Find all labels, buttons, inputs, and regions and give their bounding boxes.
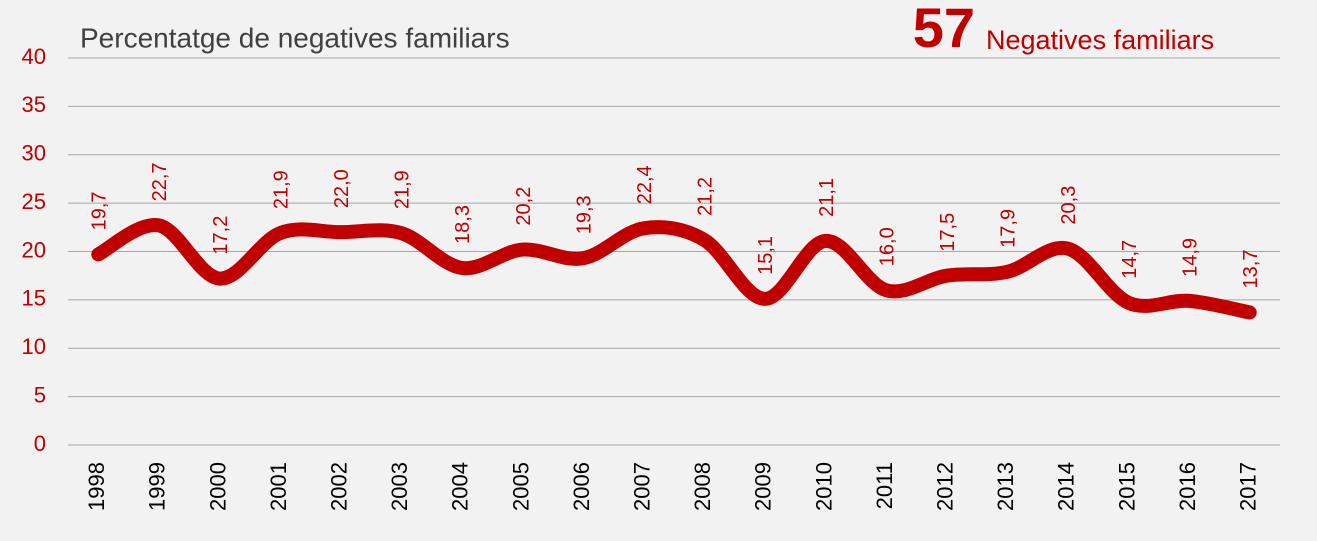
x-tick-label: 2017 [1236,462,1261,511]
x-tick-label: 2003 [387,462,412,511]
data-label: 14,7 [1119,240,1141,279]
x-tick-label: 2014 [1054,462,1079,511]
x-tick-label: 2015 [1114,462,1139,511]
data-label: 15,1 [755,236,777,275]
y-tick-label: 5 [34,382,46,407]
y-tick-label: 20 [22,237,46,262]
data-label: 20,2 [513,187,535,226]
x-tick-label: 2002 [327,462,352,511]
line [91,218,1257,320]
data-label: 13,7 [1240,250,1262,289]
data-label: 16,0 [876,227,898,266]
x-tick-label: 2016 [1175,462,1200,511]
data-label: 21,9 [270,170,292,209]
data-label: 22,7 [149,162,171,201]
x-tick-label: 2009 [751,462,776,511]
data-label: 17,9 [998,209,1020,248]
data-label: 21,2 [695,177,717,216]
data-label: 21,9 [392,170,414,209]
data-label: 20,3 [1058,186,1080,225]
data-label: 19,7 [89,191,111,230]
x-tick-label: 2011 [872,462,897,509]
x-tick-label: 2000 [205,462,230,511]
x-tick-label: 2012 [933,462,958,511]
x-tick-label: 2004 [448,462,473,511]
data-label: 19,3 [573,195,595,234]
data-label: 17,2 [210,216,232,255]
kpi-value: 57 [913,0,975,59]
chart-title: Percentatge de negatives familiars [80,22,510,53]
data-label: 14,9 [1179,238,1201,277]
data-label: 22,0 [331,169,353,208]
kpi-label: Negatives familiars [986,25,1214,55]
x-tick-label: 2010 [811,462,836,511]
y-tick-label: 35 [22,92,46,117]
y-tick-label: 25 [22,189,46,214]
y-tick-label: 10 [22,334,46,359]
y-tick-label: 0 [34,431,46,456]
data-label: 17,5 [937,213,959,252]
x-tick-label: 2008 [690,462,715,511]
x-tick-label: 1998 [84,462,109,511]
x-tick-label: 2007 [630,462,655,511]
x-tick-label: 2013 [993,462,1018,511]
data-label: 22,4 [634,165,656,204]
x-tick-label: 2001 [266,462,291,511]
data-label: 21,1 [816,178,838,217]
y-tick-label: 30 [22,141,46,166]
x-tick-label: 2006 [569,462,594,511]
y-tick-label: 15 [22,286,46,311]
data-label: 18,3 [452,205,474,244]
x-tick-label: 1999 [145,462,170,511]
y-tick-label: 40 [22,44,46,69]
x-tick-label: 2005 [508,462,533,511]
